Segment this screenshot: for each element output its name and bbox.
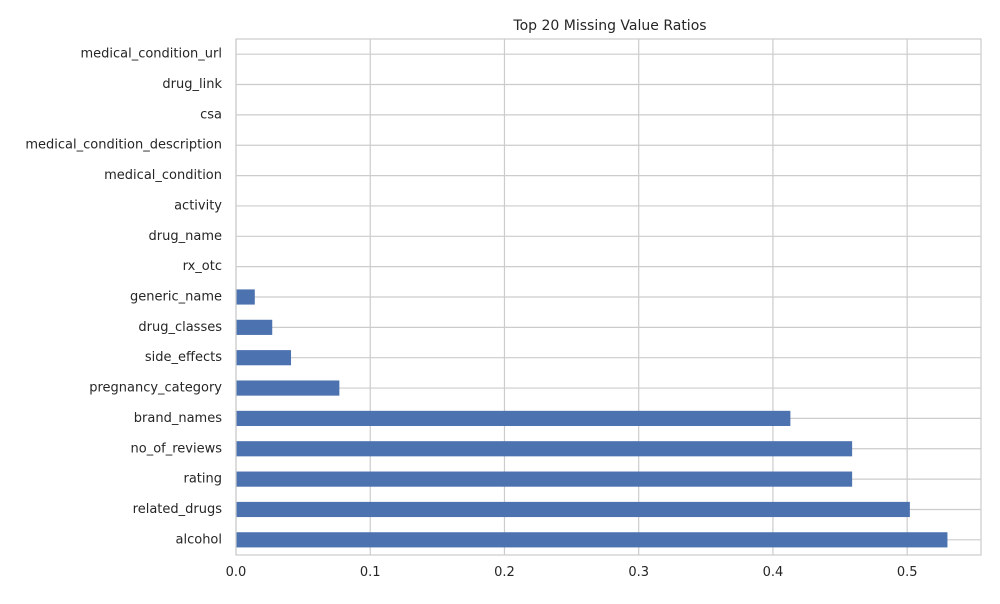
bars-layer: [236, 289, 948, 548]
x-tick-label: 0.2: [494, 565, 515, 580]
y-tick-label: brand_names: [134, 411, 222, 426]
bar-side-effects: [236, 350, 292, 366]
x-tick-label: 0.5: [897, 565, 918, 580]
y-tick-label: drug_name: [149, 229, 222, 244]
x-tick-label: 0.0: [226, 565, 247, 580]
y-tick-label: medical_condition_url: [80, 47, 222, 62]
y-tick-label: medical_condition_description: [25, 138, 222, 153]
plot-frame: [235, 38, 982, 556]
y-tick-label: activity: [174, 198, 222, 213]
y-tick-label: drug_link: [162, 77, 222, 92]
axes-layer: [235, 38, 982, 556]
y-tick-label: drug_classes: [138, 320, 222, 335]
bar-drug-classes: [236, 319, 273, 335]
y-tick-label: rx_otc: [183, 259, 222, 274]
y-tick-label: medical_condition: [104, 168, 222, 183]
x-tick-label: 0.4: [763, 565, 784, 580]
bar-alcohol: [236, 532, 948, 548]
y-tick-label: side_effects: [145, 350, 222, 365]
bar-no-of-reviews: [236, 441, 853, 457]
y-tick-label: pregnancy_category: [89, 381, 222, 396]
y-tick-label: rating: [183, 472, 222, 487]
bar-related-drugs: [236, 501, 910, 518]
x-tick-label: 0.3: [628, 565, 649, 580]
y-tick-label: related_drugs: [133, 502, 223, 517]
y-tick-label: generic_name: [130, 290, 222, 305]
x-tick-label: 0.1: [360, 565, 381, 580]
y-tick-label: alcohol: [176, 532, 222, 547]
bar-generic-name: [236, 289, 255, 305]
y-tick-label: no_of_reviews: [131, 441, 223, 456]
bar-pregnancy-category: [236, 380, 340, 396]
bar-brand-names: [236, 410, 791, 426]
y-tick-label: csa: [200, 107, 222, 122]
chart-title: Top 20 Missing Value Ratios: [512, 18, 706, 34]
bar-rating: [236, 471, 853, 487]
